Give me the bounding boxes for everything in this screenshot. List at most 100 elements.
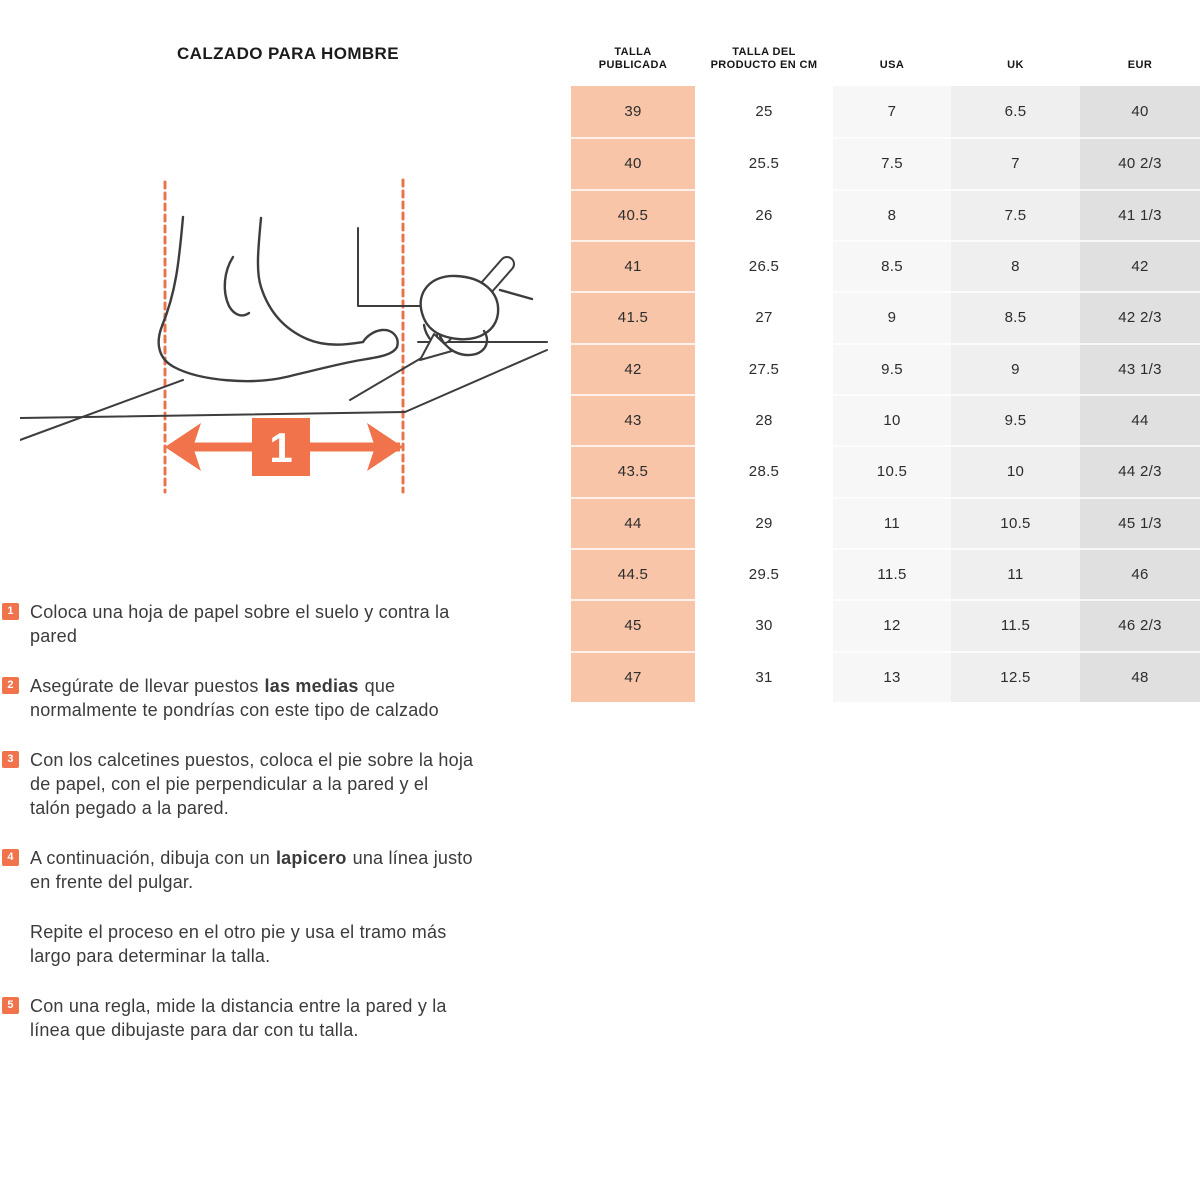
table-cell: 40.5 — [571, 188, 695, 240]
drawn-pencil-line — [349, 356, 424, 401]
instruction-line: normalmente te pondrías con este tipo de… — [30, 700, 439, 720]
table-cell: 13 — [833, 650, 951, 702]
ankle-curve — [223, 255, 251, 317]
instruction-line: Asegúrate de llevar puestos las medias que — [30, 676, 396, 696]
instruction-line: pared — [30, 626, 78, 646]
table-row: 42 27.5 9.5 9 43 1/3 — [571, 342, 1200, 394]
table-cell: 41 1/3 — [1080, 188, 1200, 240]
table-cell: 7.5 — [833, 137, 951, 189]
table-cell: 8 — [951, 239, 1080, 292]
arrow-head-right — [367, 423, 403, 471]
size-table-header: TALLA PUBLICADA TALLA DEL PRODUCTO EN CM USA… — [571, 30, 1200, 86]
hand-shape — [419, 274, 500, 341]
table-cell: 46 2/3 — [1080, 599, 1200, 651]
pencil-tip — [419, 333, 453, 361]
table-cell: 44 2/3 — [1080, 445, 1200, 497]
table-cell: 10 — [951, 445, 1080, 497]
table-row: 44 29 11 10.5 45 1/3 — [571, 496, 1200, 548]
table-cell: 11 — [951, 547, 1080, 600]
instruction-line: Con los calcetines puestos, coloca el pi… — [30, 750, 474, 770]
table-cell: 9.5 — [951, 393, 1080, 446]
instruction-step-5: 5 Con una regla, mide la distancia entre … — [0, 994, 590, 1042]
column-header: TALLA PUBLICADA — [598, 46, 668, 71]
table-row: 43 28 10 9.5 44 — [571, 393, 1200, 446]
table-cell: 10 — [833, 393, 951, 446]
arrow-head-left — [165, 423, 201, 471]
table-cell: 43 1/3 — [1080, 342, 1200, 394]
hand-with-pencil — [419, 256, 534, 361]
table-cell: 43 — [571, 393, 695, 446]
column-header: EUR — [1127, 59, 1153, 71]
page-title: CALZADO PARA HOMBRE — [177, 44, 399, 63]
step-number-badge: 2 — [2, 677, 19, 694]
table-cell: 29.5 — [695, 547, 833, 600]
table-cell: 45 1/3 — [1080, 496, 1200, 548]
table-cell: 10.5 — [833, 445, 951, 497]
instructions-list: 1 Coloca una hoja de papel sobre el suelo… — [0, 600, 590, 1068]
table-cell: 28.5 — [695, 445, 833, 497]
foot-outline — [157, 215, 399, 383]
table-cell: 41.5 — [571, 291, 695, 343]
instruction-step-1: 1 Coloca una hoja de papel sobre el suelo… — [0, 600, 590, 648]
table-cell: 44.5 — [571, 547, 695, 600]
table-cell: 11.5 — [951, 599, 1080, 651]
table-cell: 40 — [571, 137, 695, 189]
table-cell: 30 — [695, 599, 833, 651]
measurement-arrow: 1 — [165, 418, 403, 476]
table-row: 41.5 27 9 8.5 42 2/3 — [571, 291, 1200, 343]
table-cell: 29 — [695, 496, 833, 548]
foot-measurement-diagram: 1 — [19, 178, 548, 494]
instruction-paragraph: Repite el proceso en el otro pie y usa e… — [0, 920, 590, 968]
table-cell: 47 — [571, 650, 695, 702]
table-cell: 11 — [833, 496, 951, 548]
table-row: 40.5 26 8 7.5 41 1/3 — [571, 188, 1200, 240]
table-cell: 7.5 — [951, 188, 1080, 240]
instruction-line: en frente del pulgar. — [30, 872, 194, 892]
table-cell: 27 — [695, 291, 833, 343]
instruction-line: A continuación, dibuja con un lapicero una… — [30, 848, 473, 868]
instruction-step-4: 4 A continuación, dibuja con un lapicero un… — [0, 846, 590, 894]
table-row: 45 30 12 11.5 46 2/3 — [571, 599, 1200, 651]
table-row: 47 31 13 12.5 48 — [571, 650, 1200, 702]
table-cell: 10.5 — [951, 496, 1080, 548]
instruction-line: talón pegado a la pared. — [30, 798, 229, 818]
table-cell: 8.5 — [951, 291, 1080, 343]
instruction-step-2: 2 Asegúrate de llevar puestos las medias qu… — [0, 674, 590, 722]
instruction-line: largo para determinar la talla. — [30, 946, 271, 966]
table-cell: 6.5 — [951, 86, 1080, 138]
table-cell: 12.5 — [951, 650, 1080, 702]
table-cell: 43.5 — [571, 445, 695, 497]
table-row: 43.5 28.5 10.5 10 44 2/3 — [571, 445, 1200, 497]
table-cell: 25 — [695, 86, 833, 138]
table-cell: 45 — [571, 599, 695, 651]
table-cell: 44 — [571, 496, 695, 548]
step-number-badge: 5 — [2, 997, 19, 1014]
instruction-line: Coloca una hoja de papel sobre el suelo … — [30, 602, 450, 622]
step-number-badge: 4 — [2, 849, 19, 866]
forearm-line — [498, 288, 534, 301]
table-cell: 26 — [695, 188, 833, 240]
table-cell: 41 — [571, 239, 695, 292]
table-cell: 8 — [833, 188, 951, 240]
instruction-line: Con una regla, mide la distancia entre l… — [30, 996, 447, 1016]
instruction-step-3: 3 Con los calcetines puestos, coloca el p… — [0, 748, 590, 820]
table-cell: 42 — [571, 342, 695, 394]
table-cell: 27.5 — [695, 342, 833, 394]
table-cell: 46 — [1080, 547, 1200, 600]
arrow-number-box — [252, 418, 310, 476]
table-cell: 39 — [571, 86, 695, 138]
table-row: 40 25.5 7.5 7 40 2/3 — [571, 137, 1200, 189]
arrow-step-number: 1 — [269, 424, 292, 471]
table-cell: 9 — [833, 291, 951, 343]
step-number-badge: 1 — [2, 603, 19, 620]
table-row: 39 25 7 6.5 40 — [571, 86, 1200, 138]
table-cell: 9.5 — [833, 342, 951, 394]
column-header: UK — [1007, 59, 1024, 71]
table-cell: 26.5 — [695, 239, 833, 292]
highlighted-word: las medias — [264, 676, 359, 696]
measurement-dashed-lines — [163, 178, 405, 494]
table-cell: 28 — [695, 393, 833, 446]
foot-measurement-illustration: 1 — [19, 170, 550, 500]
table-row: 41 26.5 8.5 8 42 — [571, 239, 1200, 292]
step-number-badge: 3 — [2, 751, 19, 768]
